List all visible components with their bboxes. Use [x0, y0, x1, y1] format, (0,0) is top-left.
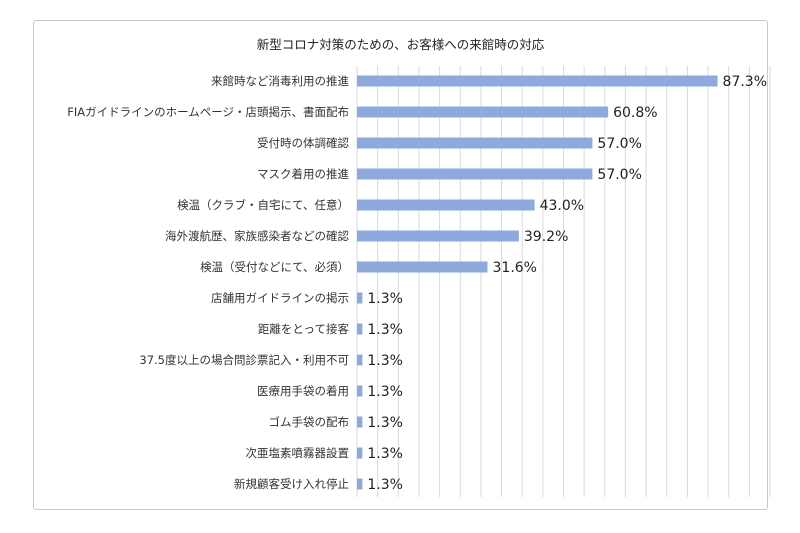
value-label: 1.3%: [367, 477, 403, 493]
category-label: 37.5度以上の場合問診票記入・利用不可: [139, 353, 349, 367]
bar: [357, 385, 363, 397]
category-label: 医療用手袋の着用: [257, 384, 349, 398]
category-label: 海外渡航歴、家族感染者などの確認: [165, 229, 349, 243]
bars: [357, 75, 718, 490]
bar: [357, 137, 593, 149]
bar: [357, 75, 718, 87]
category-label: 来館時など消毒利用の推進: [211, 74, 349, 88]
category-label: 検温（クラブ・自宅にて、任意）: [177, 198, 349, 212]
bar: [357, 323, 363, 335]
value-label: 1.3%: [367, 291, 403, 307]
value-label: 57.0%: [597, 136, 641, 152]
value-label: 39.2%: [524, 229, 568, 245]
value-labels: 87.3% 60.8% 57.0% 57.0% 43.0% 39.2% 31.6% 1.3% 1…: [367, 74, 767, 493]
bar: [357, 261, 488, 273]
category-labels: 来館時など消毒利用の推進 FIAガイドラインのホームページ・店頭掲示、書面配布受付…: [67, 74, 349, 491]
bar: [357, 354, 363, 366]
bar: [357, 478, 363, 490]
chart-title: 新型コロナ対策のための、お客様への来館時の対応: [256, 37, 545, 52]
bar: [357, 416, 363, 428]
bar: [357, 292, 363, 304]
category-label: 受付時の体調確認: [257, 136, 349, 150]
category-label: 検温（受付などにて、必須）: [200, 260, 349, 274]
category-label: ゴム手袋の配布: [269, 415, 350, 429]
category-label: マスク着用の推進: [257, 167, 349, 181]
value-label: 1.3%: [367, 384, 403, 400]
category-label: 次亜塩素噴霧器設置: [246, 446, 350, 460]
bar: [357, 230, 519, 242]
category-label: FIAガイドラインのホームページ・店頭掲示、書面配布: [67, 105, 349, 119]
category-label: 新規顧客受け入れ停止: [234, 477, 349, 491]
value-label: 1.3%: [367, 322, 403, 338]
value-label: 87.3%: [723, 74, 767, 90]
value-label: 57.0%: [597, 167, 641, 183]
grid-lines: [356, 66, 771, 497]
bar: [357, 199, 535, 211]
value-label: 1.3%: [367, 415, 403, 431]
value-label: 31.6%: [493, 260, 537, 276]
category-label: 店舗用ガイドラインの掲示: [211, 291, 349, 305]
value-label: 1.3%: [367, 446, 403, 462]
category-label: 距離をとって接客: [258, 322, 350, 336]
value-label: 60.8%: [613, 105, 657, 121]
bar: [357, 106, 609, 118]
value-label: 43.0%: [540, 198, 584, 214]
bar: [357, 447, 363, 459]
value-label: 1.3%: [367, 353, 403, 369]
bar: [357, 168, 593, 180]
